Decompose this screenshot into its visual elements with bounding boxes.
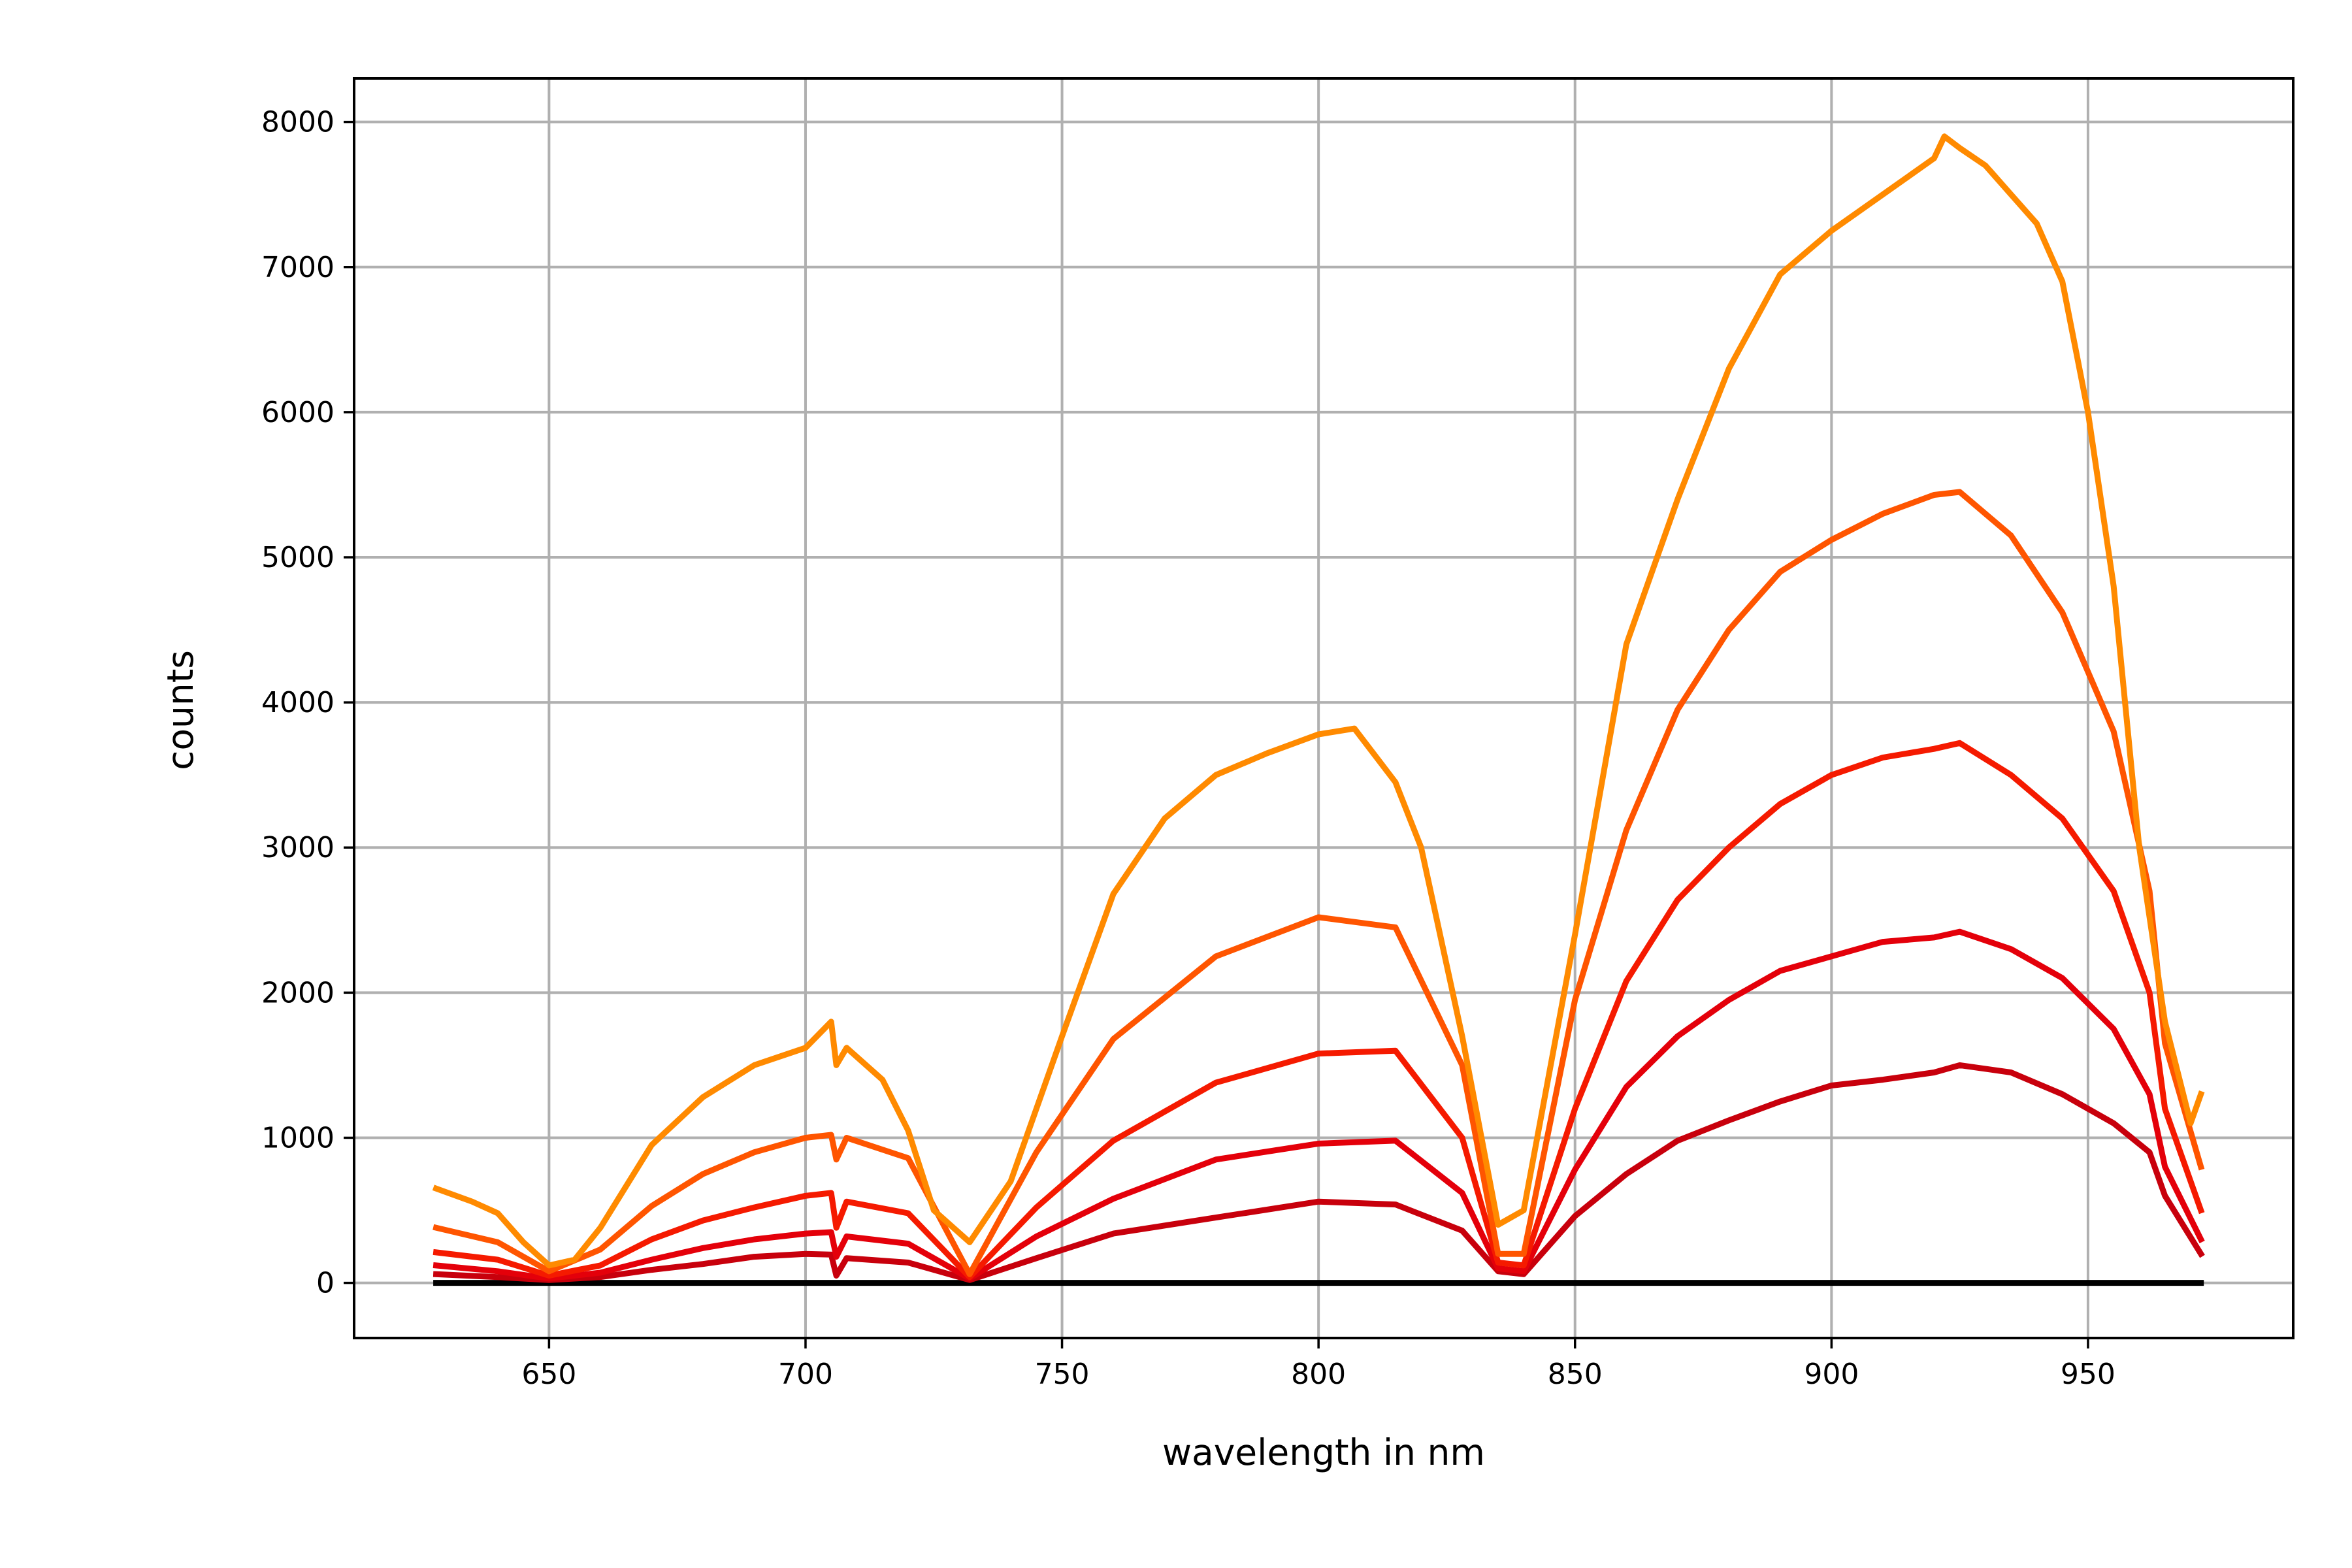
x-tick-label: 750 bbox=[1035, 1358, 1090, 1391]
y-tick-label: 5000 bbox=[261, 541, 335, 574]
series-line-s3 bbox=[433, 740, 2205, 1281]
y-tick-label: 0 bbox=[316, 1267, 335, 1300]
x-tick-label: 950 bbox=[2061, 1358, 2115, 1391]
series-line-s1 bbox=[433, 1062, 2205, 1283]
plot-frame bbox=[353, 77, 2295, 1339]
y-tick-label: 2000 bbox=[261, 976, 335, 1009]
series-line-s5 bbox=[432, 133, 2205, 1269]
y-tick-label: 1000 bbox=[261, 1121, 335, 1154]
y-tick-label: 4000 bbox=[261, 686, 335, 719]
y-tick-label: 6000 bbox=[261, 396, 335, 429]
x-tick-label: 650 bbox=[521, 1358, 576, 1391]
series-layer bbox=[432, 133, 2205, 1286]
y-tick-label: 3000 bbox=[261, 831, 335, 864]
y-axis-label: counts bbox=[159, 650, 201, 770]
y-tick-label: 8000 bbox=[261, 106, 335, 139]
x-tick-label: 850 bbox=[1548, 1358, 1603, 1391]
series-line-s2 bbox=[433, 928, 2205, 1282]
x-tick-label: 900 bbox=[1804, 1358, 1859, 1391]
tick-layer: 650 700 750 800 850 900 950 0 1000 2000 3000 4000 50… bbox=[261, 106, 2115, 1391]
y-tick-label: 7000 bbox=[261, 251, 335, 284]
x-tick-label: 800 bbox=[1291, 1358, 1346, 1391]
series-line-s4 bbox=[433, 489, 2205, 1277]
x-axis-label: wavelength in nm bbox=[1162, 1431, 1485, 1473]
x-tick-label: 700 bbox=[778, 1358, 833, 1391]
